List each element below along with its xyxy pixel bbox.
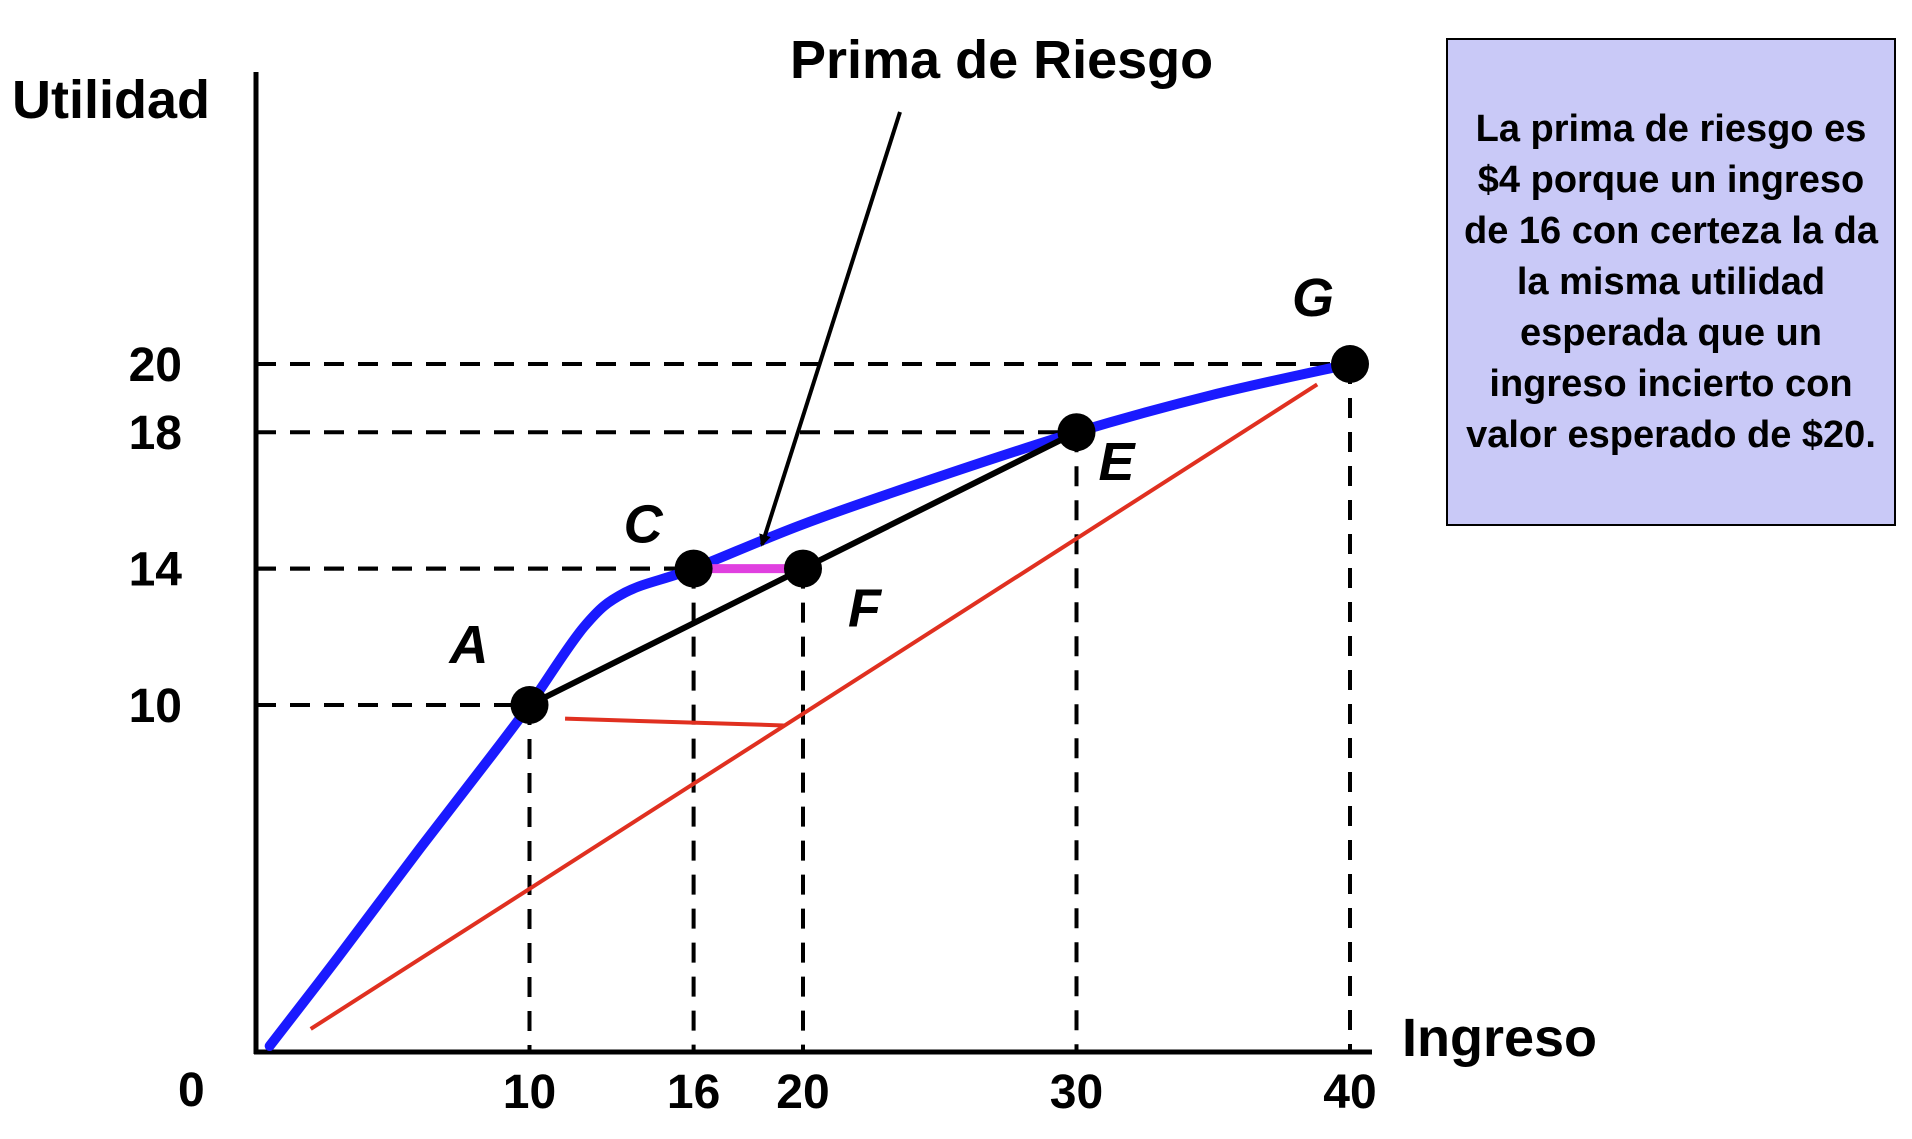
x-tick-label-16: 16: [667, 1066, 720, 1119]
point-label-c: C: [624, 495, 664, 555]
chart-marks: [510, 111, 1369, 724]
point-g: [1331, 345, 1369, 383]
point-label-a: A: [448, 615, 489, 675]
axes: [253, 72, 1372, 1055]
red-lines: [309, 382, 1319, 1031]
annotation-title: Prima de Riesgo: [790, 30, 1213, 90]
point-f: [784, 549, 822, 588]
origin-label: 0: [178, 1064, 205, 1117]
red-line-2: [564, 716, 784, 728]
y-tick-label-14: 14: [129, 544, 183, 597]
point-e: [1057, 413, 1096, 452]
point-label-g: G: [1292, 268, 1334, 328]
y-axis-title: Utilidad: [12, 70, 210, 130]
x-tick-label-20: 20: [776, 1066, 829, 1119]
x-tick-label-40: 40: [1323, 1066, 1376, 1119]
point-a: [510, 686, 549, 724]
explanation-text: La prima de riesgo es $4 porque un ingre…: [1464, 107, 1878, 456]
y-tick-label-20: 20: [129, 339, 182, 392]
point-c: [674, 549, 713, 588]
point-label-e: E: [1099, 432, 1137, 492]
explanation-box: La prima de riesgo es $4 porque un ingre…: [1446, 38, 1896, 526]
x-tick-label-30: 30: [1050, 1066, 1103, 1119]
x-tick-label-10: 10: [503, 1066, 556, 1119]
y-tick-label-18: 18: [129, 407, 182, 460]
chart-labels: Utilidad Ingreso 0 Prima de Riesgo A C F E G…: [12, 30, 1597, 1119]
annotation-arrow: [759, 111, 902, 547]
x-axis-title: Ingreso: [1402, 1008, 1597, 1068]
point-label-f: F: [848, 579, 883, 639]
red-line-1: [309, 382, 1319, 1031]
y-tick-label-10: 10: [129, 680, 182, 733]
